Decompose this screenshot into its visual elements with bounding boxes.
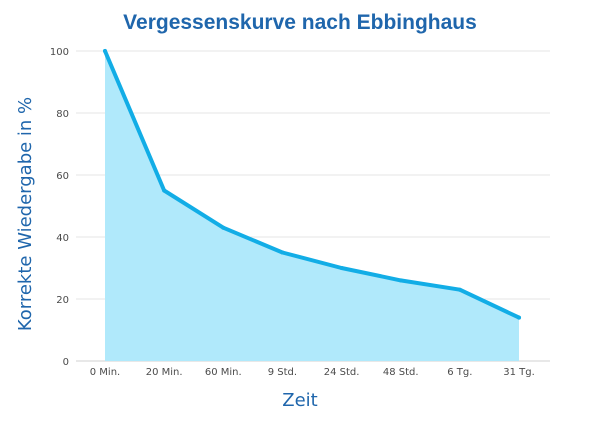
x-tick-label: 9 Std. bbox=[268, 367, 297, 378]
x-tick-label: 48 Std. bbox=[383, 367, 419, 378]
x-tick-label: 60 Min. bbox=[205, 367, 242, 378]
y-tick-label: 80 bbox=[56, 109, 69, 120]
data-point bbox=[517, 315, 521, 320]
series-line bbox=[103, 49, 521, 320]
data-point bbox=[398, 278, 403, 283]
y-tick-label: 100 bbox=[50, 47, 69, 58]
chart-title: Vergessenskurve nach Ebbinghaus bbox=[123, 11, 477, 34]
y-tick-label: 20 bbox=[56, 295, 69, 306]
y-tick-label: 60 bbox=[56, 171, 69, 182]
area-fill bbox=[105, 51, 519, 361]
x-tick-label: 31 Tg. bbox=[503, 367, 535, 378]
y-tick-label: 40 bbox=[56, 233, 69, 244]
y-axis-ticks: 0 20 40 60 80 100 bbox=[50, 47, 69, 368]
x-axis-ticks: 0 Min. 20 Min. 60 Min. 9 Std. 24 Std. 48 Std.… bbox=[90, 367, 535, 378]
data-point bbox=[280, 250, 285, 255]
data-point bbox=[162, 188, 167, 193]
data-point bbox=[221, 225, 226, 230]
y-tick-label: 0 bbox=[63, 357, 69, 368]
x-tick-label: 20 Min. bbox=[146, 367, 183, 378]
data-point bbox=[103, 49, 107, 53]
x-tick-label: 24 Std. bbox=[324, 367, 360, 378]
x-tick-label: 0 Min. bbox=[90, 367, 120, 378]
x-tick-label: 6 Tg. bbox=[447, 367, 472, 378]
data-point bbox=[457, 287, 462, 292]
x-axis-label: Zeit bbox=[282, 390, 317, 411]
y-axis-label: Korrekte Wiedergabe in % bbox=[15, 97, 36, 331]
data-point bbox=[339, 266, 344, 270]
